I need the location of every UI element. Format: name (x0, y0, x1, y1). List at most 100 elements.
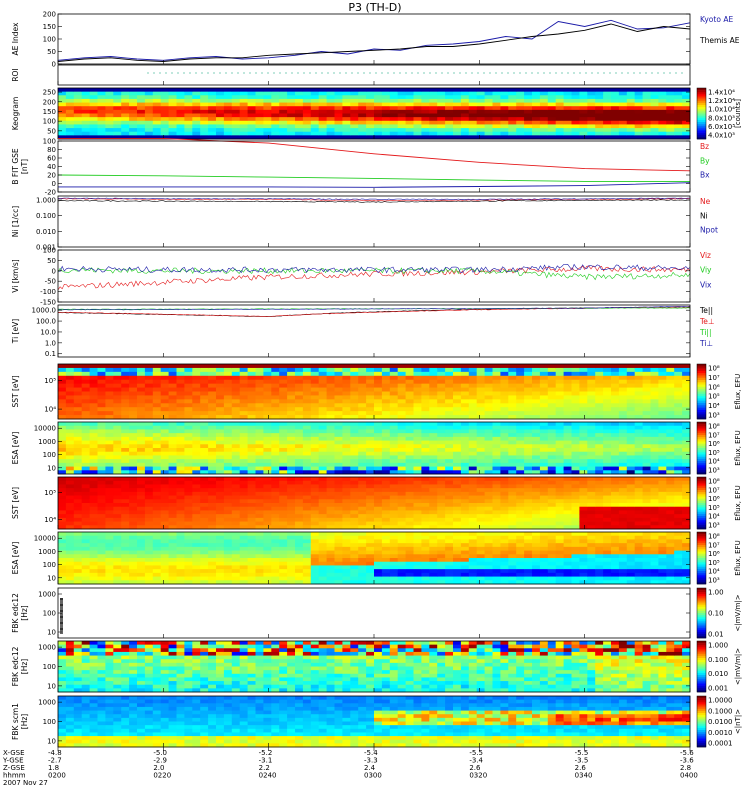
spectrogram-cell (547, 440, 557, 445)
spectrogram-cell (429, 436, 438, 441)
spectrogram-cell (58, 561, 67, 566)
spectrogram-cell (350, 448, 359, 453)
spectrogram-cell (208, 433, 217, 438)
spectrogram-cell (579, 407, 588, 412)
spectrogram-cell (437, 480, 446, 485)
spectrogram-cell (216, 364, 225, 369)
spectrogram-cell (476, 88, 485, 93)
spectrogram-cell (302, 477, 312, 482)
spectrogram-cell (492, 521, 501, 526)
spectrogram-cell (192, 514, 201, 519)
spectrogram-cell (508, 440, 517, 445)
spectrogram-cell (658, 510, 667, 515)
spectrogram-cell (279, 455, 288, 460)
spectrogram-cell (445, 124, 454, 129)
spectrogram-cell (121, 491, 130, 496)
spectrogram-cell (176, 514, 185, 519)
spectrogram-cell (200, 124, 209, 129)
spectrogram-cell (81, 371, 90, 377)
spectrogram-cell (342, 466, 351, 471)
spectrogram-cell (682, 91, 691, 96)
spectrogram-cell (263, 510, 272, 515)
spectrogram-cell (381, 415, 391, 420)
spectrogram-cell (516, 462, 525, 467)
spectrogram-cell (358, 391, 367, 396)
spectrogram-cell (65, 429, 75, 434)
colorbar-cell (697, 130, 706, 133)
spectrogram-cell (484, 403, 493, 408)
spectrogram-cell (279, 387, 288, 392)
spectrogram-cell (405, 109, 414, 114)
spectrogram-cell (176, 88, 185, 93)
spectrogram-cell (81, 503, 90, 508)
spectrogram-cell (58, 558, 67, 563)
spectrogram-cell (295, 451, 304, 456)
spectrogram-cell (295, 98, 304, 103)
spectrogram-cell (113, 120, 122, 125)
spectrogram-cell (279, 495, 288, 500)
spectrogram-cell (350, 425, 359, 430)
spectrogram-cell (682, 470, 691, 475)
spectrogram-cell (318, 124, 327, 129)
spectrogram-cell (255, 429, 264, 434)
spectrogram-cell (587, 120, 596, 125)
spectrogram-cell (634, 503, 643, 508)
spectrogram-cell (129, 440, 138, 445)
spectrogram-cell (287, 521, 296, 526)
spectrogram-cell (121, 391, 130, 396)
spectrogram-cell (421, 399, 430, 404)
spectrogram-cell (176, 117, 185, 122)
spectrogram-cell (334, 484, 343, 489)
colorbar-cell (697, 380, 706, 383)
spectrogram-cell (650, 455, 659, 460)
spectrogram-cell (571, 422, 580, 427)
roi-dot (165, 72, 167, 74)
spectrogram-cell (168, 491, 177, 496)
spectrogram-cell (547, 407, 557, 412)
spectrogram-cell (160, 495, 169, 500)
spectrogram-cell (302, 448, 312, 453)
spectrogram-cell (389, 106, 399, 111)
spectrogram-cell (682, 415, 691, 420)
spectrogram-cell (532, 491, 541, 496)
spectrogram-cell (192, 131, 201, 136)
spectrogram-cell (326, 484, 335, 489)
spectrogram-cell (113, 109, 122, 114)
colorbar-cell (697, 375, 706, 379)
spectrogram-cell (650, 407, 659, 412)
spectrogram-cell (682, 395, 691, 400)
spectrogram-cell (231, 499, 241, 504)
spectrogram-cell (587, 407, 596, 412)
spectrogram-cell (58, 383, 67, 388)
spectrogram-cell (216, 448, 225, 453)
spectrogram-cell (397, 403, 406, 408)
spectrogram-cell (595, 480, 604, 485)
spectrogram-cell (121, 371, 130, 377)
spectrogram-cell (350, 95, 359, 100)
spectrogram-cell (492, 395, 501, 400)
spectrogram-cell (437, 429, 446, 434)
colorbar-cell (697, 382, 706, 385)
roi-dot (207, 72, 209, 74)
spectrogram-cell (571, 98, 580, 103)
spectrogram-cell (563, 503, 572, 508)
spectrogram-cell (358, 462, 367, 467)
spectrogram-cell (468, 403, 478, 408)
spectrogram-cell (152, 102, 162, 107)
spectrogram-cell (563, 387, 572, 392)
spectrogram-cell (618, 371, 628, 377)
spectrogram-cell (603, 433, 612, 438)
spectrogram-cell (460, 491, 470, 496)
spectrogram-cell (374, 375, 383, 381)
spectrogram-cell (152, 440, 162, 445)
spectrogram-cell (271, 480, 280, 485)
spectrogram-cell (516, 436, 525, 441)
spectrogram-cell (302, 379, 312, 385)
spectrogram-cell (634, 371, 643, 377)
spectrogram-cell (152, 480, 162, 485)
spectrogram-cell (476, 433, 485, 438)
spectrogram-cell (255, 480, 264, 485)
spectrogram-cell (342, 95, 351, 100)
spectrogram-cell (682, 367, 691, 373)
y-axis-label: Keogram (11, 97, 20, 131)
